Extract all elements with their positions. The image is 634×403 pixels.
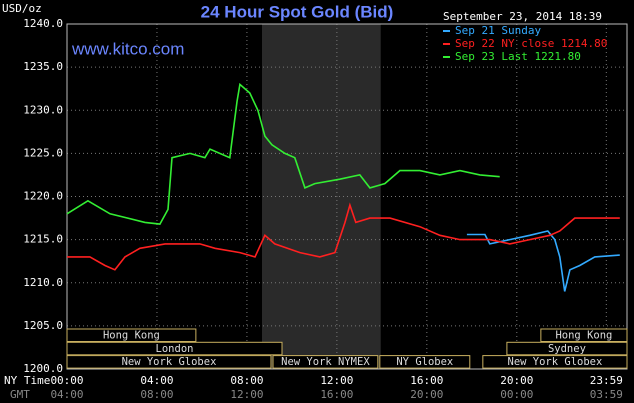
x-tick-label: 16:00	[410, 374, 443, 387]
session-label: Sydney	[548, 343, 586, 355]
y-tick-label: 1230.0	[23, 103, 63, 116]
x-tick-label: 12:00	[320, 374, 353, 387]
session-box	[506, 341, 628, 356]
session-box	[379, 355, 471, 369]
y-unit: USD/oz	[2, 2, 42, 15]
session-label: New York NYMEX	[281, 356, 370, 368]
session-label: NY Globex	[396, 356, 453, 368]
x2-tick-label: 16:00	[320, 388, 353, 401]
x2-tick-label: 03:59	[590, 388, 623, 401]
session-label: New York Globex	[122, 356, 217, 368]
y-tick-label: 1210.0	[23, 276, 63, 289]
chart-title: 24 Hour Spot Gold (Bid)	[201, 2, 394, 21]
x2-tick-label: 12:00	[230, 388, 263, 401]
ny-time-label: NY Time	[4, 374, 50, 387]
x-tick-label: 20:00	[500, 374, 533, 387]
x2-tick-label: 20:00	[410, 388, 443, 401]
x2-tick-label: 08:00	[140, 388, 173, 401]
site-label: www.kitco.com	[71, 39, 184, 58]
gmt-label: GMT	[10, 388, 30, 401]
y-tick-label: 1240.0	[23, 17, 63, 30]
session-box	[482, 355, 628, 369]
session-box	[66, 355, 272, 369]
session-label: Hong Kong	[103, 330, 160, 342]
timestamp: September 23, 2014 18:39	[443, 10, 602, 23]
y-tick-label: 1225.0	[23, 146, 63, 159]
y-tick-label: 1215.0	[23, 233, 63, 246]
x-tick-label: 08:00	[230, 374, 263, 387]
price-line	[67, 202, 620, 271]
session-label: Hong Kong	[555, 330, 612, 342]
session-label: New York Globex	[508, 356, 603, 368]
x-tick-label: 00:00	[50, 374, 83, 387]
session-box	[66, 328, 197, 342]
y-tick-label: 1205.0	[23, 319, 63, 332]
session-box	[540, 328, 628, 342]
price-line	[466, 230, 620, 292]
session-label: London	[156, 343, 194, 355]
x2-tick-label: 00:00	[500, 388, 533, 401]
session-box	[272, 355, 379, 369]
session-box	[66, 341, 283, 356]
y-tick-label: 1220.0	[23, 190, 63, 203]
x-tick-label: 23:59	[590, 374, 623, 387]
plot-frame	[66, 23, 628, 370]
y-tick-label: 1235.0	[23, 60, 63, 73]
y-tick-label: 1200.0	[23, 362, 63, 375]
legend-entry: Sep 23 Last 1221.80	[455, 50, 581, 63]
legend-entry: Sep 21 Sunday	[455, 24, 541, 37]
price-line	[66, 82, 500, 225]
x-tick-label: 04:00	[140, 374, 173, 387]
nymex-shade	[261, 24, 381, 369]
legend-entry: Sep 22 NY close 1214.80	[455, 37, 607, 50]
x2-tick-label: 04:00	[50, 388, 83, 401]
